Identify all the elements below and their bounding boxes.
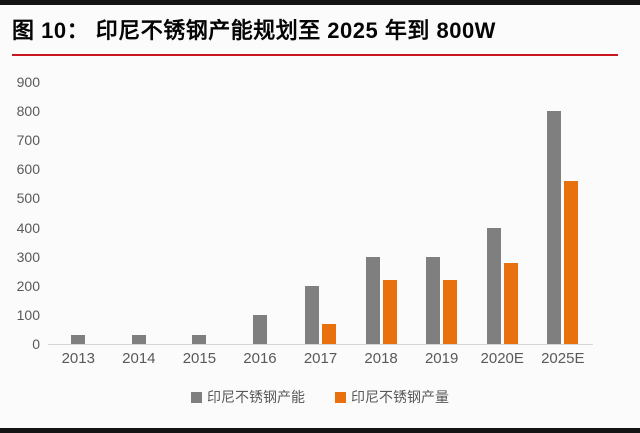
- y-axis-tick-label: 0: [32, 336, 40, 352]
- title-underline-rule: [12, 54, 618, 56]
- bar-group-2025E: [533, 82, 594, 344]
- x-axis-tick-label: 2025E: [541, 350, 585, 367]
- bar-group-2018: [351, 82, 412, 344]
- bar: [382, 279, 397, 344]
- bar-group-2014: [109, 82, 170, 344]
- x-axis-tick-label: 2020E: [480, 350, 524, 367]
- legend-item-capacity: 印尼不锈钢产能: [191, 387, 305, 407]
- bar: [192, 335, 207, 344]
- bar-group-2015: [169, 82, 230, 344]
- x-axis-tick-label: 2013: [61, 350, 95, 367]
- bar: [305, 285, 320, 344]
- x-axis-tick-label: 2017: [303, 350, 338, 367]
- bar: [131, 335, 146, 344]
- bar: [486, 227, 501, 344]
- bar: [365, 256, 380, 344]
- plot-area: [48, 82, 593, 345]
- bar-group-2016: [230, 82, 291, 344]
- capacity-swatch-icon: [191, 391, 202, 403]
- y-axis-tick-label: 900: [16, 74, 40, 90]
- bar-group-2020E: [472, 82, 533, 344]
- y-axis-tick-label: 100: [16, 306, 40, 323]
- bar-group-2017: [290, 82, 351, 344]
- bar-group-2019: [411, 82, 472, 344]
- legend-item-production: 印尼不锈钢产量: [335, 387, 449, 407]
- bar: [322, 323, 337, 344]
- x-axis: 2013 2014 2015 2016 2017 2018 2019 2020E 2025E: [48, 350, 593, 367]
- x-axis-tick-label: 2019: [424, 350, 459, 367]
- y-axis-tick-label: 800: [16, 103, 40, 120]
- bar: [426, 256, 441, 344]
- legend: 印尼不锈钢产能 印尼不锈钢产量: [0, 387, 640, 407]
- x-axis-tick-label: 2018: [364, 350, 398, 367]
- x-axis-tick-label: 2015: [182, 350, 217, 367]
- chart-title: 图 10： 印尼不锈钢产能规划至 2025 年到 800W: [12, 18, 496, 43]
- y-axis-tick-label: 600: [16, 161, 40, 178]
- production-swatch-icon: [335, 391, 346, 403]
- y-axis-tick-label: 700: [16, 132, 40, 149]
- bar: [443, 279, 458, 344]
- bar: [71, 335, 86, 344]
- top-border-bar: [0, 0, 640, 5]
- bar: [564, 180, 579, 344]
- y-axis-tick-label: 200: [16, 277, 40, 294]
- bar: [547, 111, 562, 344]
- bottom-border-bar: [0, 428, 640, 433]
- legend-label-production: 印尼不锈钢产量: [351, 389, 449, 405]
- y-axis-tick-label: 400: [16, 219, 40, 236]
- bar: [503, 262, 518, 344]
- legend-label-capacity: 印尼不锈钢产能: [207, 389, 305, 405]
- x-axis-tick-label: 2014: [122, 350, 156, 367]
- bar: [252, 314, 267, 344]
- y-axis-tick-label: 300: [16, 248, 40, 265]
- y-axis: 900 800 700 600 500 400 300 200 100 0: [0, 74, 48, 352]
- x-axis-tick-label: 2016: [243, 350, 277, 367]
- bar-group-2013: [48, 82, 109, 344]
- y-axis-tick-label: 500: [16, 190, 40, 207]
- chart-area: 900 800 700 600 500 400 300 200 100 0: [0, 74, 640, 352]
